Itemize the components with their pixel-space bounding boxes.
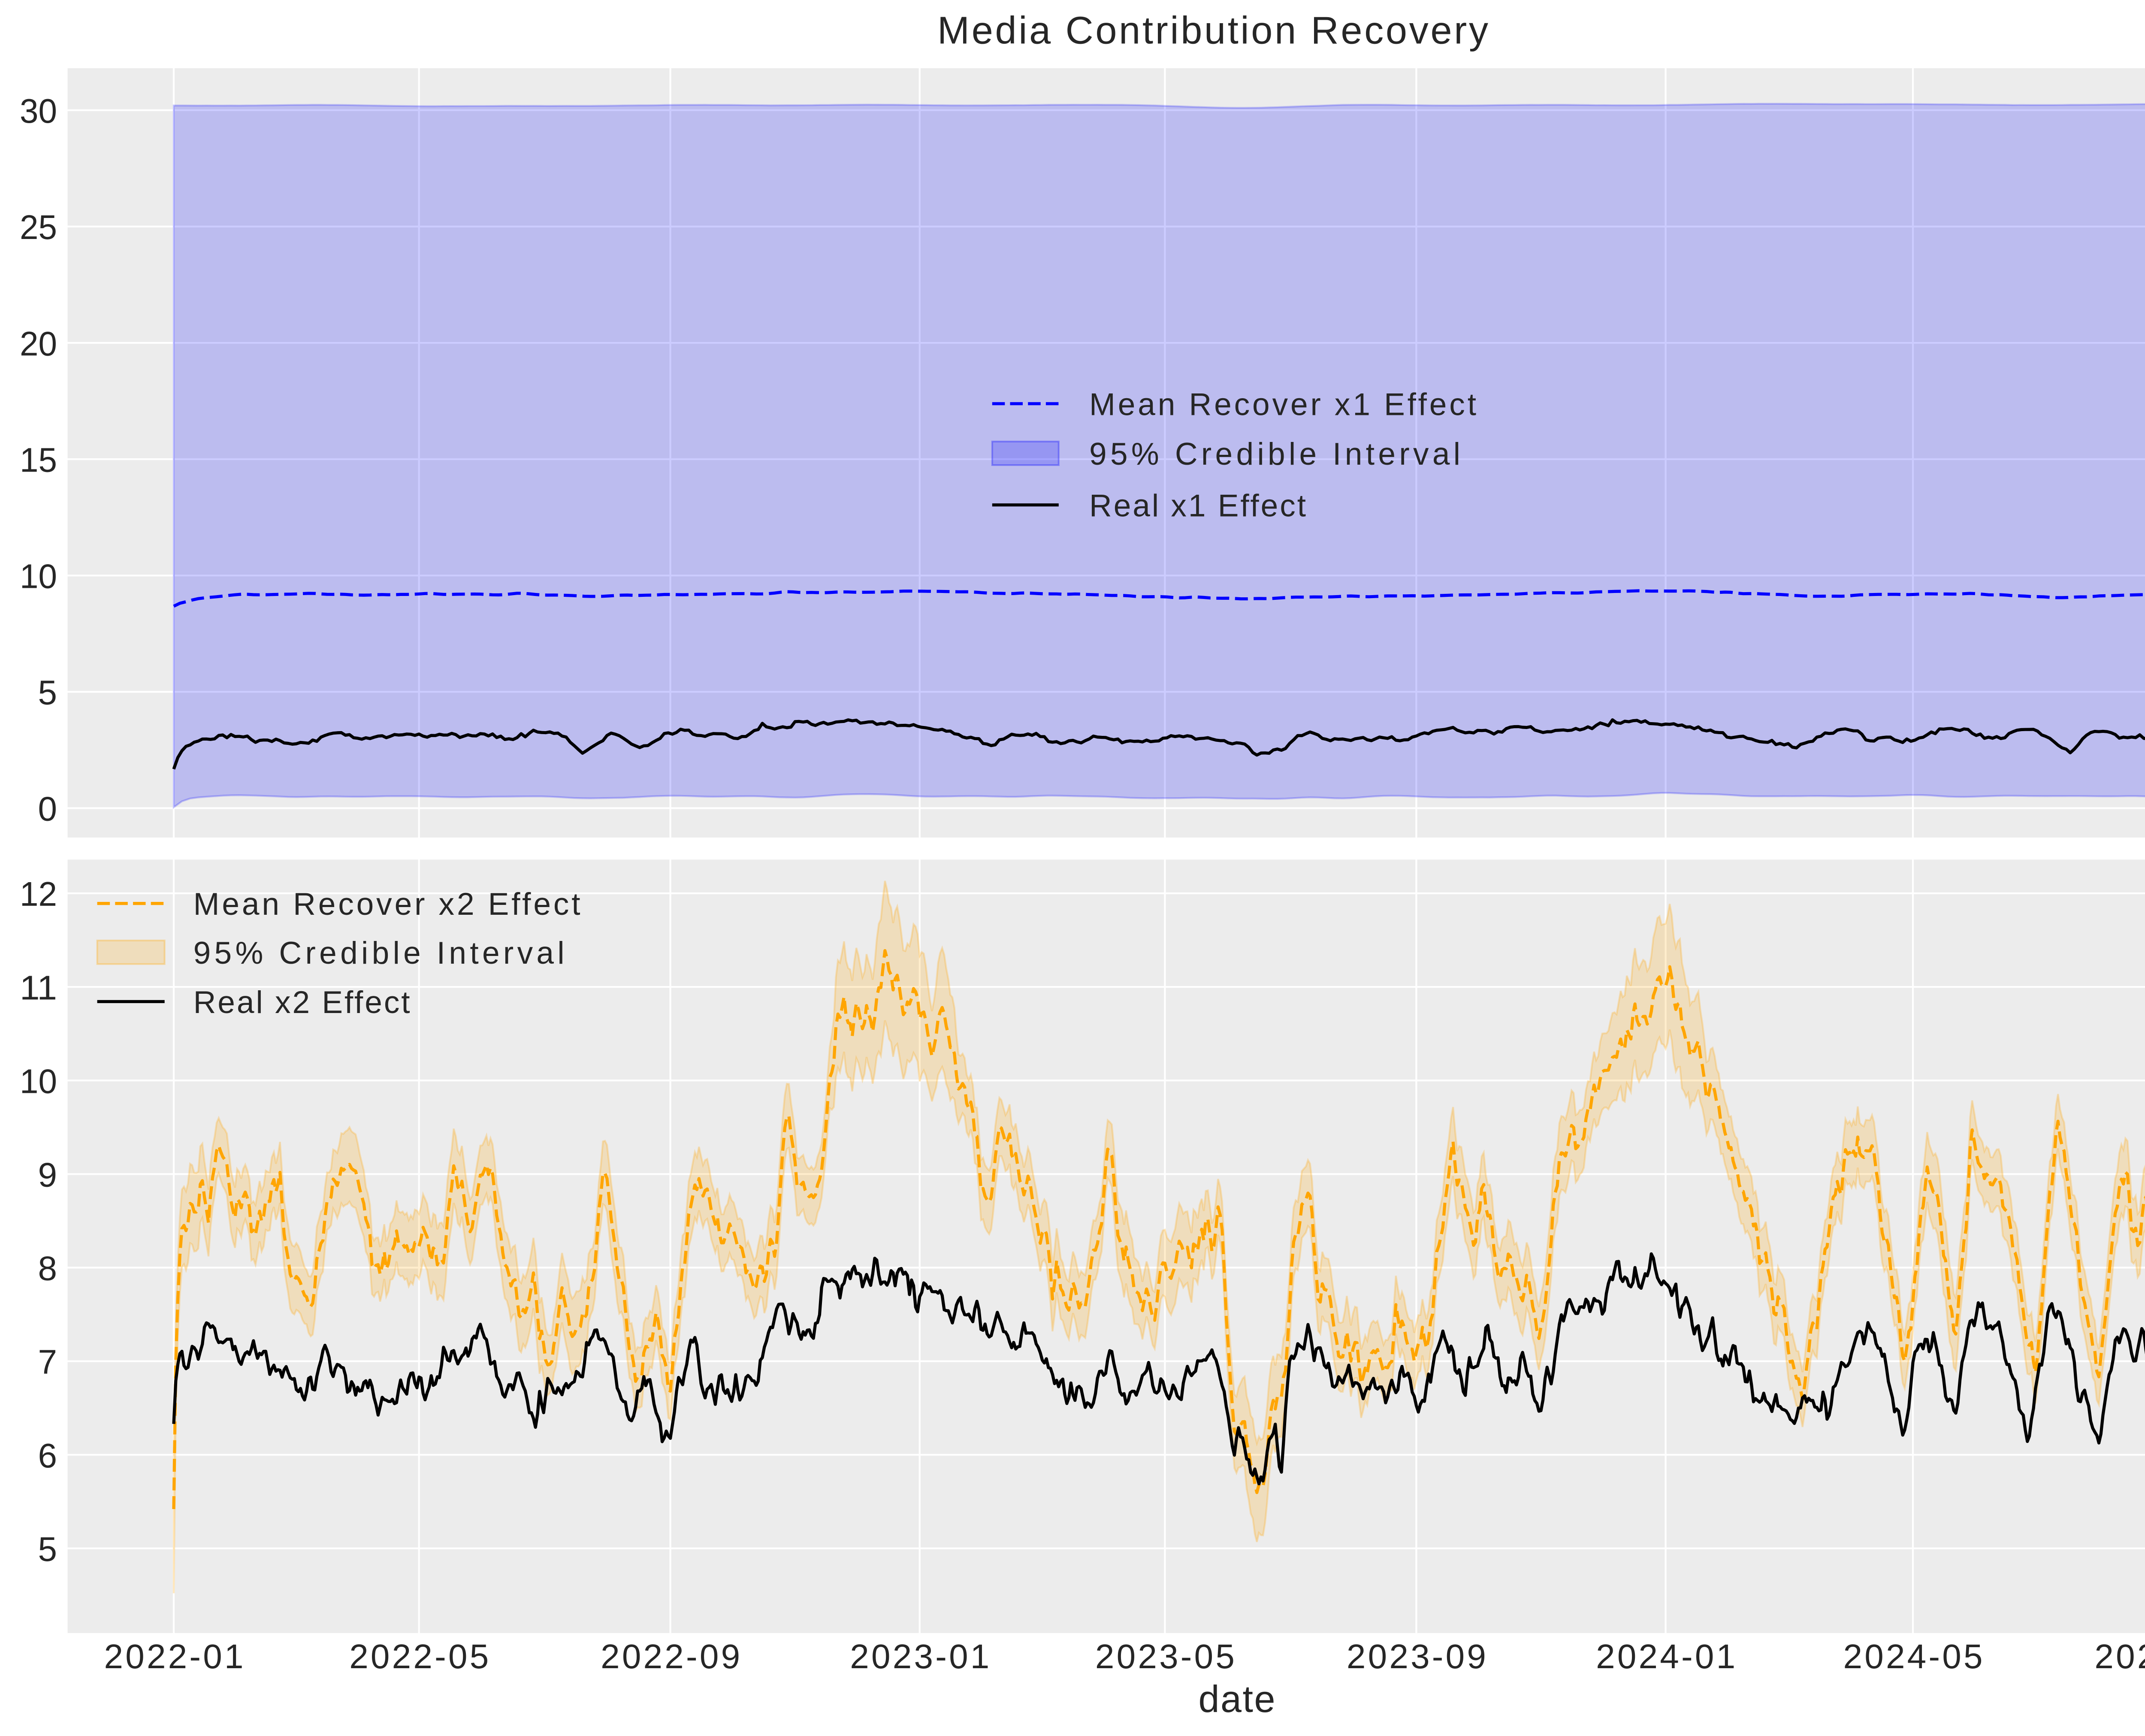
svg-text:20: 20 <box>20 324 57 363</box>
svg-text:10: 10 <box>20 1062 57 1100</box>
svg-text:2023-01: 2023-01 <box>850 1637 989 1676</box>
svg-text:2022-09: 2022-09 <box>601 1637 740 1676</box>
svg-text:25: 25 <box>20 208 57 246</box>
svg-text:6: 6 <box>38 1437 57 1475</box>
svg-text:2024-09: 2024-09 <box>2094 1637 2145 1676</box>
svg-text:2023-05: 2023-05 <box>1095 1637 1235 1676</box>
svg-text:95% Credible Interval: 95% Credible Interval <box>1089 437 1460 472</box>
svg-text:7: 7 <box>38 1343 57 1381</box>
svg-text:2022-01: 2022-01 <box>104 1637 244 1676</box>
svg-text:Media Contribution Recovery: Media Contribution Recovery <box>937 9 1488 52</box>
svg-text:12: 12 <box>20 875 57 913</box>
svg-text:2024-01: 2024-01 <box>1596 1637 1735 1676</box>
svg-text:0: 0 <box>38 790 57 828</box>
svg-text:9: 9 <box>38 1156 57 1194</box>
svg-text:2022-05: 2022-05 <box>349 1637 489 1676</box>
svg-text:2024-05: 2024-05 <box>1843 1637 1983 1676</box>
svg-text:5: 5 <box>38 1530 57 1568</box>
svg-text:Mean Recover x1 Effect: Mean Recover x1 Effect <box>1089 387 1476 422</box>
svg-text:Real x2 Effect: Real x2 Effect <box>193 985 410 1020</box>
svg-text:2023-09: 2023-09 <box>1347 1637 1486 1676</box>
svg-text:95% Credible Interval: 95% Credible Interval <box>193 936 565 971</box>
svg-text:15: 15 <box>20 441 57 479</box>
svg-text:5: 5 <box>38 674 57 712</box>
svg-text:11: 11 <box>20 968 57 1007</box>
svg-text:30: 30 <box>20 92 57 130</box>
svg-text:10: 10 <box>20 557 57 596</box>
svg-text:date: date <box>1199 1678 1275 1720</box>
svg-text:Mean Recover x2 Effect: Mean Recover x2 Effect <box>193 887 580 922</box>
svg-text:8: 8 <box>38 1249 57 1288</box>
svg-text:Real x1 Effect: Real x1 Effect <box>1089 488 1306 523</box>
